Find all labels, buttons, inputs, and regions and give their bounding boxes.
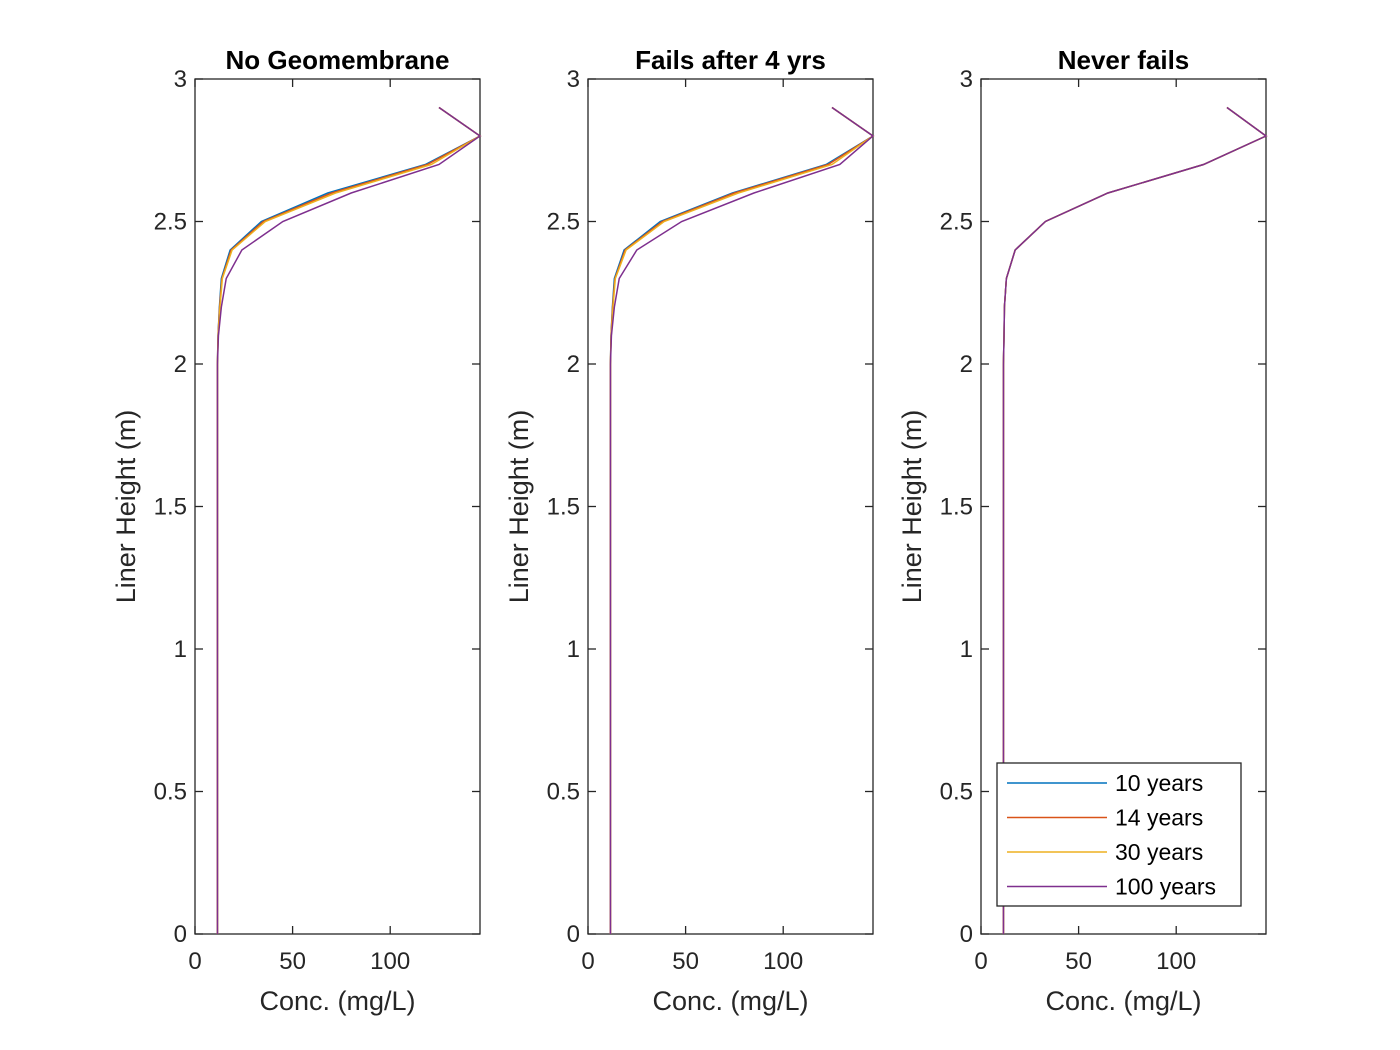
y-tick-label: 2 xyxy=(567,351,580,378)
axes-box xyxy=(194,78,481,935)
y-tick-label: 1.5 xyxy=(154,494,187,521)
legend-label: 10 years xyxy=(1115,770,1203,796)
y-tick-label: 0 xyxy=(567,921,580,948)
y-tick-label: 0.5 xyxy=(940,779,973,806)
legend: 10 years 14 years 30 years 100 years xyxy=(996,762,1242,907)
chart-title: Fails after 4 yrs xyxy=(635,45,826,75)
x-tick-label: 100 xyxy=(1156,948,1196,975)
subplot: 0 0.5 1 1.5 2 2.5 3 0 50 100 No Geomembrane Conc. (… xyxy=(111,45,482,1016)
chart-title: No Geomembrane xyxy=(226,45,450,75)
y-axis-label: Liner Height (m) xyxy=(897,410,927,604)
y-tick-label: 1 xyxy=(174,636,187,663)
y-tick-label: 0 xyxy=(960,921,973,948)
y-tick-label: 0 xyxy=(174,921,187,948)
y-tick-label: 1.5 xyxy=(547,494,580,521)
y-tick-label: 2 xyxy=(960,351,973,378)
series-line xyxy=(1002,106,1268,934)
legend-label: 100 years xyxy=(1115,874,1216,900)
y-tick-label: 1.5 xyxy=(940,494,973,521)
y-tick-label: 3 xyxy=(960,66,973,93)
x-axis-label: Conc. (mg/L) xyxy=(652,986,808,1016)
y-tick-label: 0.5 xyxy=(547,779,580,806)
subplot: 0 0.5 1 1.5 2 2.5 3 0 50 100 Fails after 4 yrs Conc… xyxy=(504,45,875,1016)
x-tick-label: 50 xyxy=(279,948,306,975)
y-tick-label: 2.5 xyxy=(940,209,973,236)
x-axis-label: Conc. (mg/L) xyxy=(1045,986,1201,1016)
x-tick-label: 100 xyxy=(763,948,803,975)
y-tick-label: 2 xyxy=(174,351,187,378)
x-tick-label: 0 xyxy=(974,948,987,975)
y-tick-label: 1 xyxy=(567,636,580,663)
x-axis-label: Conc. (mg/L) xyxy=(259,986,415,1016)
axes-box xyxy=(587,78,874,935)
legend-label: 14 years xyxy=(1115,805,1203,831)
x-tick-label: 50 xyxy=(672,948,699,975)
y-tick-label: 3 xyxy=(174,66,187,93)
y-tick-label: 0.5 xyxy=(154,779,187,806)
y-tick-label: 1 xyxy=(960,636,973,663)
legend-label: 30 years xyxy=(1115,839,1203,865)
chart-title: Never fails xyxy=(1058,45,1190,75)
legend-box xyxy=(996,762,1242,907)
y-axis-label: Liner Height (m) xyxy=(111,410,141,604)
x-tick-label: 50 xyxy=(1065,948,1092,975)
series-line xyxy=(216,106,482,934)
x-tick-label: 0 xyxy=(581,948,594,975)
subplot: 0 0.5 1 1.5 2 2.5 3 0 50 100 Never fails Conc. (mg/… xyxy=(897,45,1268,1016)
y-axis-label: Liner Height (m) xyxy=(504,410,534,604)
y-tick-label: 2.5 xyxy=(154,209,187,236)
series-line xyxy=(609,106,875,934)
x-tick-label: 100 xyxy=(370,948,410,975)
x-tick-label: 0 xyxy=(188,948,201,975)
y-tick-label: 2.5 xyxy=(547,209,580,236)
y-tick-label: 3 xyxy=(567,66,580,93)
